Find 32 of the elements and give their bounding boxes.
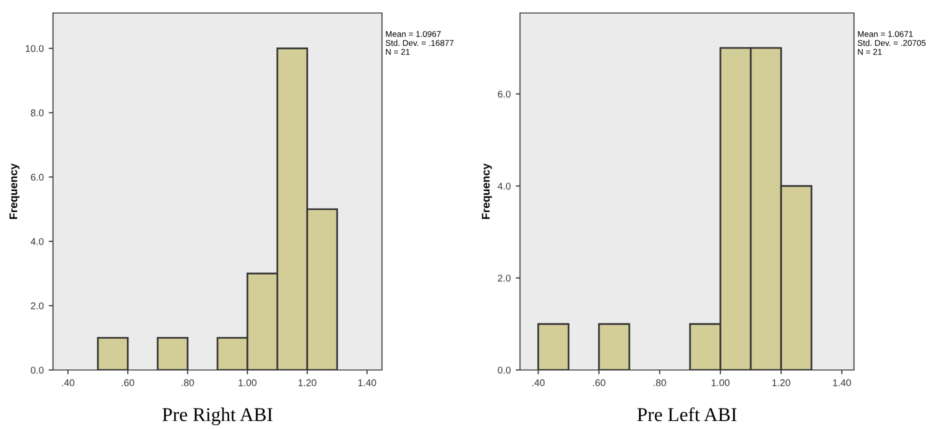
x-tick-label: 1.20 (298, 379, 316, 386)
x-tick-label: .40 (62, 379, 74, 386)
y-tick-label: 0.0 (498, 366, 511, 374)
x-axis-title: Pre Right ABI (162, 408, 272, 426)
y-tick-label: 6.0 (30, 174, 44, 181)
x-tick-label: .80 (182, 379, 194, 386)
x-tick-label: 1.40 (833, 379, 851, 386)
x-tick-label: .60 (122, 379, 134, 386)
x-tick-label: .80 (654, 379, 666, 386)
y-tick-label: 4.0 (30, 238, 44, 245)
y-tick-label: 6.0 (498, 90, 511, 98)
text: Std. Dev. = .16877 (386, 40, 454, 46)
y-tick-label: 4.0 (498, 182, 511, 190)
text: Std. Dev. = .20705 (858, 40, 926, 46)
text: Mean = 1.0967 (386, 31, 441, 37)
x-tick-label: 1.20 (772, 379, 790, 386)
y-axis-title: Frequency (10, 163, 20, 219)
y-tick-label: 2.0 (30, 302, 44, 310)
y-tick-label: 2.0 (498, 274, 511, 282)
text: N = 21 (858, 48, 882, 55)
y-tick-label: 0.0 (30, 366, 44, 374)
y-tick-label: 8.0 (30, 109, 44, 116)
x-tick-label: 1.00 (712, 379, 730, 386)
x-tick-label: .40 (532, 379, 545, 386)
x-tick-label: 1.40 (358, 379, 376, 386)
x-tick-label: .60 (593, 379, 606, 386)
text: Mean = 1.0671 (858, 31, 913, 37)
y-axis-title: Frequency (482, 163, 492, 219)
x-tick-label: 1.00 (238, 379, 256, 386)
y-tick-label: 10.0 (26, 45, 44, 52)
text: N = 21 (386, 48, 410, 55)
x-axis-title: Pre Left ABI (637, 407, 737, 422)
